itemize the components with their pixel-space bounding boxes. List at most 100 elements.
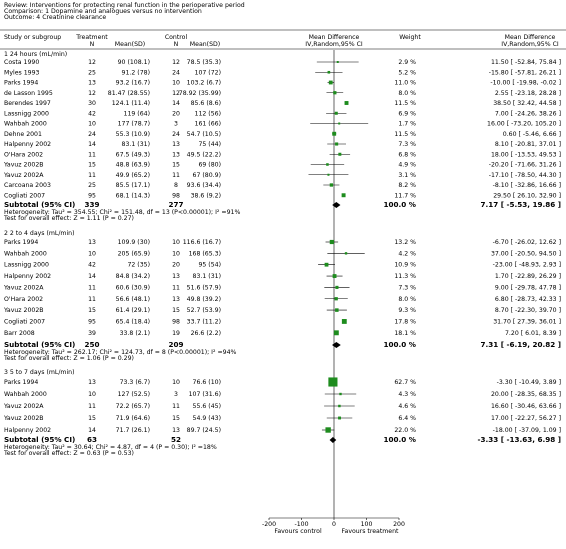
ctrl-mean-sd: 112 (56) [195, 110, 221, 117]
ctrl-n: 15 [172, 307, 180, 314]
mean-difference: 7.00 [ -24.26, 38.26 ] [495, 110, 561, 117]
treat-n: 13 [88, 239, 96, 246]
weight: 7.3 % [398, 141, 416, 148]
weight: 5.2 % [398, 69, 416, 76]
mean-difference: -3.30 [ -10.49, 3.89 ] [497, 379, 561, 386]
col-header: Mean(SD) [115, 41, 145, 48]
treat-n: 10 [88, 391, 96, 398]
x-tick-label: 200 [393, 521, 405, 528]
treat-mean-sd: 72 (35) [127, 262, 150, 269]
study-name: Yavuz 2002B [3, 415, 44, 422]
ctrl-n: 11 [172, 403, 180, 410]
treat-mean-sd: 60.6 (30.9) [116, 284, 150, 291]
mean-difference: 38.50 [ 32.42, 44.58 ] [493, 100, 561, 107]
treat-mean-sd: 49.9 (65.2) [116, 172, 150, 179]
study-name: Yavuz 2002A [3, 172, 44, 179]
study-square [329, 183, 334, 187]
study-name: Halpenny 2002 [4, 427, 51, 434]
mean-difference: 11.50 [ -52.84, 75.84 ] [491, 59, 561, 66]
col-header: N [90, 41, 95, 48]
study-square [325, 427, 331, 433]
mean-difference: 7.20 [ 6.01, 8.39 ] [505, 330, 561, 337]
ctrl-n: 19 [172, 330, 180, 337]
mean-difference: 16.00 [ -73.20, 105.20 ] [487, 121, 561, 128]
x-tick-label: -200 [262, 521, 276, 528]
weight: 9.3 % [398, 307, 416, 314]
treat-mean-sd: 71.9 (64.6) [116, 415, 150, 422]
study-name: Yavuz 2002B [3, 162, 44, 169]
treat-mean-sd: 81.47 (28.55) [108, 90, 150, 97]
ctrl-n: 8 [174, 182, 178, 189]
study-name: Yavuz 2002A [3, 403, 44, 410]
ctrl-mean-sd: 161 (66) [195, 121, 221, 128]
treat-n: 42 [88, 262, 96, 269]
mean-difference: -8.10 [ -32.86, 16.66 ] [493, 182, 561, 189]
study-name: de Lasson 1995 [4, 90, 53, 97]
weight: 6.4 % [398, 415, 416, 422]
treat-mean-sd: 65.4 (18.4) [116, 318, 150, 325]
ctrl-mean-sd: 107 (72) [195, 69, 221, 76]
treat-mean-sd: 83.1 (31) [122, 141, 150, 148]
col-header: Mean Difference [309, 34, 360, 41]
weight: 100.0 % [384, 200, 416, 209]
treat-mean-sd: 93.2 (16.7) [116, 80, 150, 87]
study-square [341, 319, 347, 324]
study-square [335, 142, 339, 146]
study-square [334, 297, 338, 301]
col-header: N [174, 41, 179, 48]
ctrl-n: 13 [172, 151, 180, 158]
study-square [335, 285, 339, 289]
study-name: Subtotal (95% CI) [4, 435, 75, 444]
weight: 4.3 % [398, 391, 416, 398]
overall-effect: Test for overall effect: Z = 1.06 (P = 0… [3, 355, 134, 362]
treat-n: 10 [88, 121, 96, 128]
weight: 4.6 % [398, 403, 416, 410]
treat-n: 14 [88, 273, 96, 280]
treat-n: 11 [88, 403, 96, 410]
treat-n: 14 [88, 427, 96, 434]
study-name: Dehne 2001 [4, 131, 42, 138]
mean-difference: -6.70 [ -26.02, 12.62 ] [493, 239, 561, 246]
ctrl-mean-sd: 116.6 (16.7) [183, 239, 221, 246]
col-header: Treatment [75, 34, 108, 41]
ctrl-n: 11 [172, 284, 180, 291]
heterogeneity: Heterogeneity: Tau² = 354.55; Chi² = 151… [4, 209, 240, 216]
outcome-line: Outcome: 4 Creatinine clearance [4, 14, 106, 21]
ctrl-mean-sd: 168 (65.3) [189, 250, 221, 257]
weight: 4.9 % [398, 162, 416, 169]
study-name: Wahbah 2000 [4, 121, 47, 128]
study-square [333, 91, 337, 95]
col-header: Mean(SD) [190, 41, 220, 48]
treat-n: 12 [88, 59, 96, 66]
col-header: IV,Random,95% CI [305, 41, 363, 48]
ctrl-n: 12 [172, 59, 180, 66]
study-square [334, 111, 338, 115]
treat-n: 95 [88, 318, 96, 325]
treat-n: 15 [88, 415, 96, 422]
treat-mean-sd: 124.1 (11.4) [112, 100, 150, 107]
heterogeneity: Heterogeneity: Tau² = 262.17; Chi² = 124… [4, 349, 237, 356]
treat-n: 24 [88, 131, 96, 138]
ctrl-mean-sd: 76.6 (10) [193, 379, 221, 386]
study-square [333, 330, 339, 336]
ctrl-n: 3 [174, 391, 178, 398]
mean-difference: 7.31 [ -6.19, 20.82 ] [481, 340, 562, 349]
treat-mean-sd: 33.8 (2.1) [120, 330, 150, 337]
weight: 100.0 % [384, 340, 416, 349]
mean-difference: 18.00 [ -13.53, 49.53 ] [491, 151, 561, 158]
ctrl-n: 13 [172, 296, 180, 303]
treat-n: 14 [88, 141, 96, 148]
ctrl-n: 52 [171, 435, 181, 444]
study-name: Carcoana 2003 [4, 182, 51, 189]
treat-n: 10 [88, 250, 96, 257]
treat-mean-sd: 84.8 (34.2) [116, 273, 150, 280]
study-square [344, 252, 348, 255]
ctrl-n: 10 [172, 239, 180, 246]
ctrl-mean-sd: 69 (80) [198, 162, 221, 169]
study-square [327, 70, 331, 74]
ctrl-mean-sd: 93.6 (34.4) [187, 182, 221, 189]
treat-mean-sd: 68.1 (14.3) [116, 192, 150, 199]
mean-difference: -17.10 [ -78.50, 44.30 ] [489, 172, 561, 179]
ctrl-mean-sd: 103.2 (6.7) [187, 80, 221, 87]
mean-difference: 31.70 [ 27.39, 36.01 ] [493, 318, 561, 325]
